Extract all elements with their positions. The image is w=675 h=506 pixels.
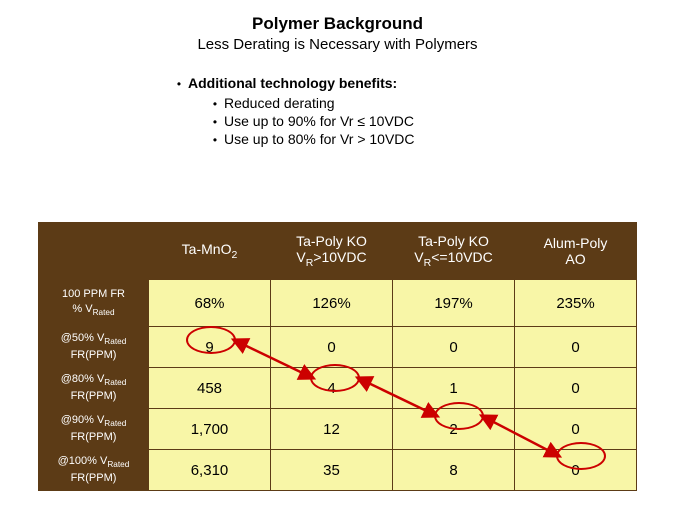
- bullet-lead-row: • Additional technology benefits:: [170, 75, 675, 91]
- table-cell: 8: [393, 450, 515, 491]
- table-body: 100 PPM FR% VRated68%126%197%235%@50% VR…: [39, 280, 637, 491]
- table-cell: 1,700: [149, 409, 271, 450]
- sub-bullets: •Reduced derating•Use up to 90% for Vr ≤…: [206, 95, 675, 147]
- bullet-dot-icon: •: [206, 97, 224, 111]
- table-cell: 0: [515, 327, 637, 368]
- column-header: Ta-Poly KOVR<=10VDC: [393, 223, 515, 280]
- table-cell: 197%: [393, 280, 515, 327]
- table-cell: 6,310: [149, 450, 271, 491]
- table-corner: [39, 223, 149, 280]
- row-header: 100 PPM FR% VRated: [39, 280, 149, 327]
- table-cell: 2: [393, 409, 515, 450]
- column-header: Alum-PolyAO: [515, 223, 637, 280]
- row-header: @90% VRatedFR(PPM): [39, 409, 149, 450]
- table-cell: 1: [393, 368, 515, 409]
- table-cell: 0: [393, 327, 515, 368]
- page-title: Polymer Background: [0, 0, 675, 34]
- table-row: @100% VRatedFR(PPM)6,3103580: [39, 450, 637, 491]
- table-cell: 12: [271, 409, 393, 450]
- bullet-block: • Additional technology benefits: •Reduc…: [170, 75, 675, 147]
- table-header-row: Ta-MnO2Ta-Poly KOVR>10VDCTa-Poly KOVR<=1…: [39, 223, 637, 280]
- table: Ta-MnO2Ta-Poly KOVR>10VDCTa-Poly KOVR<=1…: [38, 222, 637, 491]
- column-header: Ta-MnO2: [149, 223, 271, 280]
- bullet-lead: Additional technology benefits:: [188, 75, 397, 91]
- sub-bullet: •Reduced derating: [206, 95, 675, 111]
- column-header: Ta-Poly KOVR>10VDC: [271, 223, 393, 280]
- sub-bullet: •Use up to 90% for Vr ≤ 10VDC: [206, 113, 675, 129]
- row-header: @100% VRatedFR(PPM): [39, 450, 149, 491]
- bullet-dot-icon: •: [206, 133, 224, 147]
- table-cell: 9: [149, 327, 271, 368]
- table-cell: 0: [271, 327, 393, 368]
- table-cell: 458: [149, 368, 271, 409]
- table-row: @50% VRatedFR(PPM)9000: [39, 327, 637, 368]
- table-cell: 0: [515, 368, 637, 409]
- table-row: @90% VRatedFR(PPM)1,7001220: [39, 409, 637, 450]
- table-cell: 235%: [515, 280, 637, 327]
- table-cell: 68%: [149, 280, 271, 327]
- row-header: @50% VRatedFR(PPM): [39, 327, 149, 368]
- table-cell: 0: [515, 450, 637, 491]
- row-header: @80% VRatedFR(PPM): [39, 368, 149, 409]
- sub-bullet-text: Reduced derating: [224, 95, 335, 111]
- sub-bullet-text: Use up to 80% for Vr > 10VDC: [224, 131, 415, 147]
- page-subtitle: Less Derating is Necessary with Polymers: [0, 36, 675, 53]
- table-cell: 0: [515, 409, 637, 450]
- bullet-dot-icon: •: [170, 77, 188, 91]
- table-row: @80% VRatedFR(PPM)458410: [39, 368, 637, 409]
- comparison-table: Ta-MnO2Ta-Poly KOVR>10VDCTa-Poly KOVR<=1…: [38, 222, 636, 491]
- slide: Polymer Background Less Derating is Nece…: [0, 0, 675, 506]
- bullet-dot-icon: •: [206, 115, 224, 129]
- table-cell: 4: [271, 368, 393, 409]
- table-cell: 35: [271, 450, 393, 491]
- table-row: 100 PPM FR% VRated68%126%197%235%: [39, 280, 637, 327]
- table-cell: 126%: [271, 280, 393, 327]
- sub-bullet: •Use up to 80% for Vr > 10VDC: [206, 131, 675, 147]
- sub-bullet-text: Use up to 90% for Vr ≤ 10VDC: [224, 113, 414, 129]
